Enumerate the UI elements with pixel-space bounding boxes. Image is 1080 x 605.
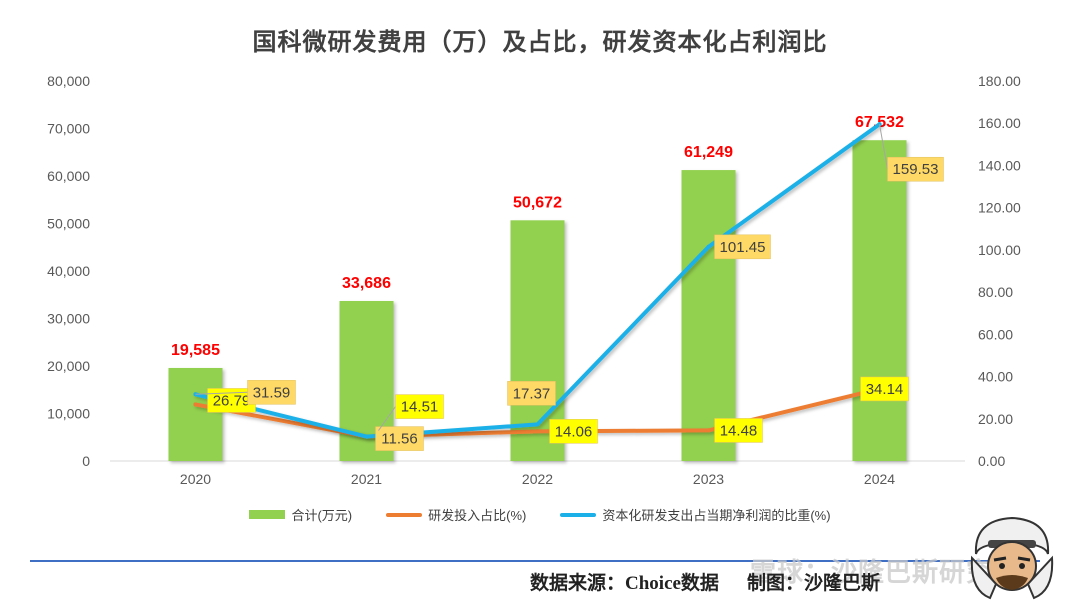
y-left-tick-label: 80,000 xyxy=(47,73,90,89)
y-right-tick-label: 0.00 xyxy=(978,453,1005,469)
cap-ratio-data-label: 17.37 xyxy=(513,385,551,402)
y-right-tick-label: 60.00 xyxy=(978,326,1013,342)
x-tick-label: 2021 xyxy=(351,471,382,487)
rd-ratio-data-label-box xyxy=(549,419,598,444)
bar xyxy=(168,367,223,461)
legend-swatch-total xyxy=(249,510,286,519)
footer-source: 数据来源：Choice数据 xyxy=(530,573,719,594)
cap-ratio-data-label-box xyxy=(247,380,296,405)
bar-data-label: 61,249 xyxy=(684,144,733,161)
legend-item-cap-ratio: 资本化研发支出占当期净利润的比重(%) xyxy=(560,505,831,524)
cap-ratio-data-label-box xyxy=(887,156,944,182)
cap-ratio-data-label: 31.59 xyxy=(253,384,291,401)
y-left-tick-label: 10,000 xyxy=(47,406,90,422)
rd-ratio-line-point xyxy=(706,428,711,433)
rd-ratio-data-label-box xyxy=(375,426,424,451)
y-right-tick-label: 100.00 xyxy=(978,242,1021,258)
bar xyxy=(852,140,907,461)
cap-ratio-data-label-leader xyxy=(378,406,396,431)
y-left-tick-label: 40,000 xyxy=(47,263,90,279)
x-tick-label: 2023 xyxy=(693,471,724,487)
cap-ratio-data-label: 101.45 xyxy=(720,239,766,256)
chart-title: 国科微研发费用（万）及占比，研发资本化占利润比 xyxy=(252,30,828,56)
cap-ratio-data-label-leader xyxy=(195,391,248,395)
y-left-tick-label: 20,000 xyxy=(47,358,90,374)
cap-ratio-line-point xyxy=(706,244,711,249)
footer-maker: 制图：沙隆巴斯 xyxy=(746,573,880,594)
y-right-tick-label: 80.00 xyxy=(978,284,1013,300)
y-right-tick-label: 140.00 xyxy=(978,157,1021,173)
legend-label-total: 合计(万元) xyxy=(291,508,353,523)
x-tick-label: 2022 xyxy=(522,471,553,487)
y-right-tick-label: 120.00 xyxy=(978,200,1021,216)
y-left-tick-label: 0 xyxy=(82,453,90,469)
cap-ratio-data-label-box xyxy=(714,234,771,260)
rd-ratio-data-label: 26.79 xyxy=(213,392,251,409)
rd-ratio-data-label: 14.06 xyxy=(555,423,593,440)
bar-data-label: 50,672 xyxy=(513,194,562,211)
footer-divider xyxy=(30,560,1040,562)
y-left-tick-label: 50,000 xyxy=(47,216,90,232)
chart-legend: 合计(万元) 研发投入占比(%) 资本化研发支出占当期净利润的比重(%) xyxy=(0,505,1080,524)
cap-ratio-line-point xyxy=(535,422,540,427)
y-right-tick-label: 20.00 xyxy=(978,411,1013,427)
cap-ratio-data-label: 14.51 xyxy=(401,399,439,416)
rd-ratio-data-label-box xyxy=(714,418,763,443)
bar xyxy=(681,170,736,461)
rd-ratio-data-label-box xyxy=(860,376,909,402)
cap-ratio-data-label: 159.53 xyxy=(893,161,939,178)
y-left-tick-label: 30,000 xyxy=(47,311,90,327)
rd-ratio-data-label: 34.14 xyxy=(866,381,904,398)
legend-label-cap-ratio: 资本化研发支出占当期净利润的比重(%) xyxy=(602,508,831,523)
y-right-tick-label: 180.00 xyxy=(978,73,1021,89)
rd-ratio-data-label: 11.56 xyxy=(381,431,417,448)
y-left-tick-label: 60,000 xyxy=(47,168,90,184)
cap-ratio-data-label-leader xyxy=(879,124,888,170)
cap-ratio-line-point xyxy=(364,434,369,439)
rd-ratio-line-point xyxy=(193,402,198,407)
legend-item-rd-ratio: 研发投入占比(%) xyxy=(386,505,526,524)
mascot-avatar-icon xyxy=(970,516,1054,600)
rd-ratio-data-label: 14.48 xyxy=(720,422,758,439)
y-right-tick-label: 40.00 xyxy=(978,369,1013,385)
legend-swatch-cap-ratio xyxy=(560,512,597,517)
x-tick-label: 2020 xyxy=(180,471,211,487)
cap-ratio-data-label-box xyxy=(395,394,444,419)
x-tick-label: 2024 xyxy=(864,471,895,487)
cap-ratio-data-label-box xyxy=(507,381,556,406)
bar-data-label: 19,585 xyxy=(171,342,220,359)
bar-data-label: 33,686 xyxy=(342,275,391,292)
footer: 数据来源：Choice数据 制图：沙隆巴斯 xyxy=(530,568,880,595)
legend-label-rd-ratio: 研发投入占比(%) xyxy=(428,508,527,523)
legend-item-total: 合计(万元) xyxy=(249,505,352,524)
legend-swatch-rd-ratio xyxy=(386,512,423,517)
y-right-tick-label: 160.00 xyxy=(978,115,1021,131)
rd-ratio-line-point xyxy=(535,429,540,434)
watermark-text: 雪球：沙隆巴斯研究 xyxy=(750,557,994,587)
y-left-tick-label: 70,000 xyxy=(47,121,90,137)
